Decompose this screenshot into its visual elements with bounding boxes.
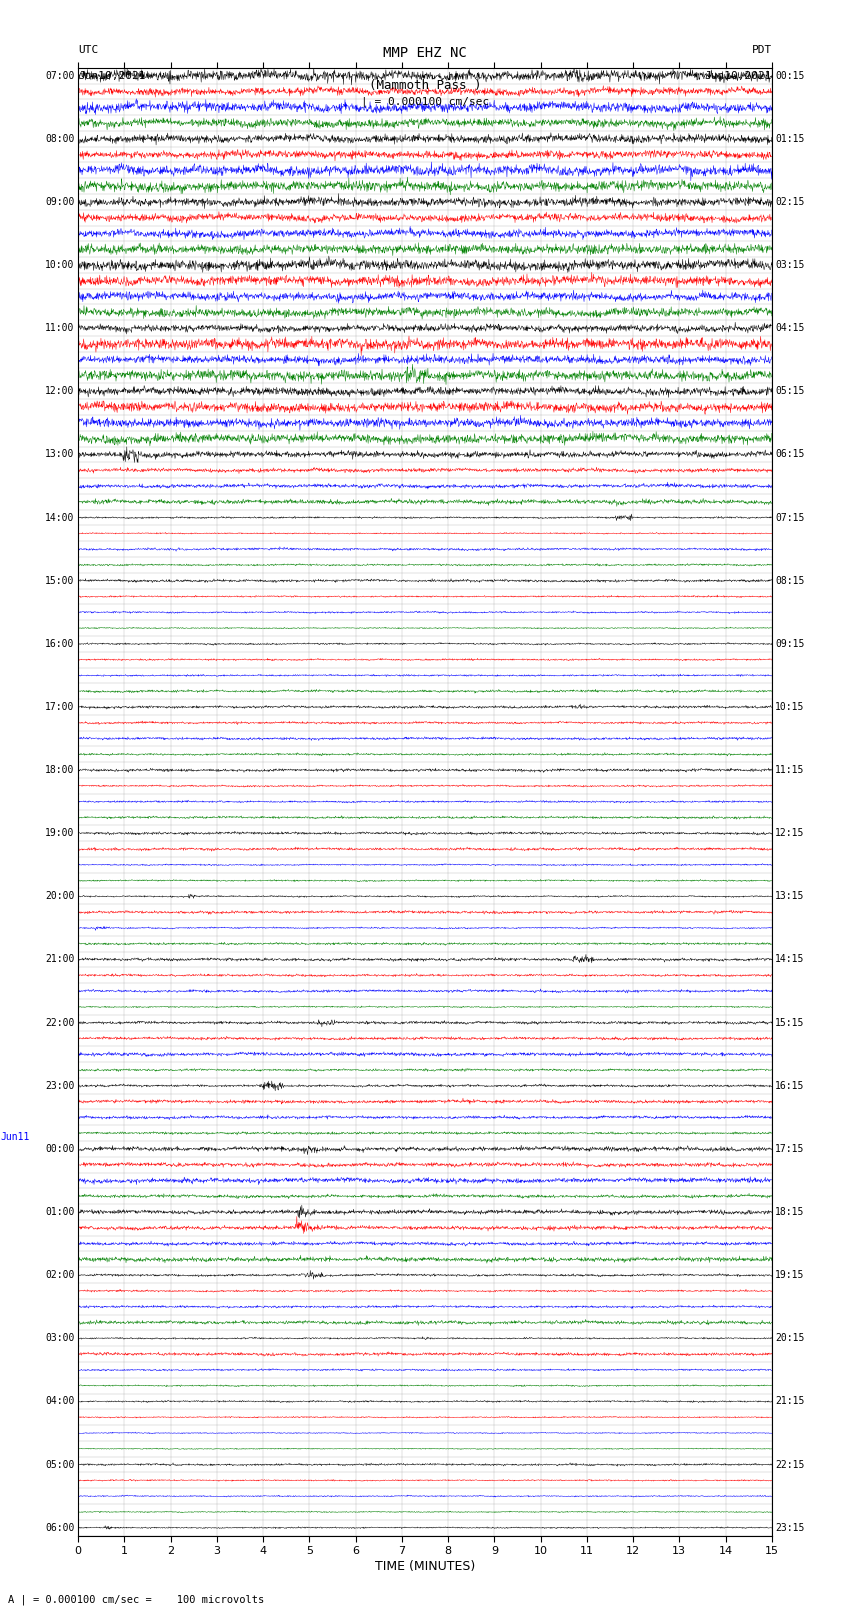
Text: 02:00: 02:00 [45, 1269, 75, 1281]
Text: 08:00: 08:00 [45, 134, 75, 144]
Text: 23:15: 23:15 [775, 1523, 805, 1532]
Text: 15:15: 15:15 [775, 1018, 805, 1027]
Text: 06:15: 06:15 [775, 450, 805, 460]
Text: 12:00: 12:00 [45, 386, 75, 397]
Text: 05:15: 05:15 [775, 386, 805, 397]
Text: 00:00: 00:00 [45, 1144, 75, 1153]
Text: 16:00: 16:00 [45, 639, 75, 648]
Text: 06:00: 06:00 [45, 1523, 75, 1532]
Text: 10:15: 10:15 [775, 702, 805, 711]
Text: 18:00: 18:00 [45, 765, 75, 776]
Text: 22:15: 22:15 [775, 1460, 805, 1469]
Text: 10:00: 10:00 [45, 260, 75, 269]
Text: 20:00: 20:00 [45, 892, 75, 902]
Text: PDT: PDT [751, 45, 772, 55]
Text: 13:15: 13:15 [775, 892, 805, 902]
Text: 01:15: 01:15 [775, 134, 805, 144]
Text: 23:00: 23:00 [45, 1081, 75, 1090]
Text: 07:00: 07:00 [45, 71, 75, 81]
Text: Jun10,2021: Jun10,2021 [78, 71, 145, 81]
Text: 04:15: 04:15 [775, 323, 805, 334]
X-axis label: TIME (MINUTES): TIME (MINUTES) [375, 1560, 475, 1573]
Text: 09:15: 09:15 [775, 639, 805, 648]
Text: 15:00: 15:00 [45, 576, 75, 586]
Text: 14:15: 14:15 [775, 955, 805, 965]
Text: 00:15: 00:15 [775, 71, 805, 81]
Text: 22:00: 22:00 [45, 1018, 75, 1027]
Text: 18:15: 18:15 [775, 1207, 805, 1218]
Text: 21:15: 21:15 [775, 1397, 805, 1407]
Text: Jun10,2021: Jun10,2021 [705, 71, 772, 81]
Text: 03:15: 03:15 [775, 260, 805, 269]
Text: 03:00: 03:00 [45, 1334, 75, 1344]
Text: 11:00: 11:00 [45, 323, 75, 334]
Text: 11:15: 11:15 [775, 765, 805, 776]
Text: 01:00: 01:00 [45, 1207, 75, 1218]
Text: 19:15: 19:15 [775, 1269, 805, 1281]
Text: | = 0.000100 cm/sec: | = 0.000100 cm/sec [361, 97, 489, 108]
Text: 05:00: 05:00 [45, 1460, 75, 1469]
Text: 08:15: 08:15 [775, 576, 805, 586]
Text: 16:15: 16:15 [775, 1081, 805, 1090]
Text: 14:00: 14:00 [45, 513, 75, 523]
Text: 17:15: 17:15 [775, 1144, 805, 1153]
Text: A | = 0.000100 cm/sec =    100 microvolts: A | = 0.000100 cm/sec = 100 microvolts [8, 1594, 264, 1605]
Text: 19:00: 19:00 [45, 827, 75, 839]
Text: 04:00: 04:00 [45, 1397, 75, 1407]
Text: Jun11: Jun11 [0, 1132, 30, 1142]
Text: 13:00: 13:00 [45, 450, 75, 460]
Text: 17:00: 17:00 [45, 702, 75, 711]
Text: MMP EHZ NC: MMP EHZ NC [383, 45, 467, 60]
Text: 09:00: 09:00 [45, 197, 75, 206]
Text: 12:15: 12:15 [775, 827, 805, 839]
Text: (Mammoth Pass ): (Mammoth Pass ) [369, 79, 481, 92]
Text: 02:15: 02:15 [775, 197, 805, 206]
Text: 21:00: 21:00 [45, 955, 75, 965]
Text: 20:15: 20:15 [775, 1334, 805, 1344]
Text: 07:15: 07:15 [775, 513, 805, 523]
Text: UTC: UTC [78, 45, 99, 55]
